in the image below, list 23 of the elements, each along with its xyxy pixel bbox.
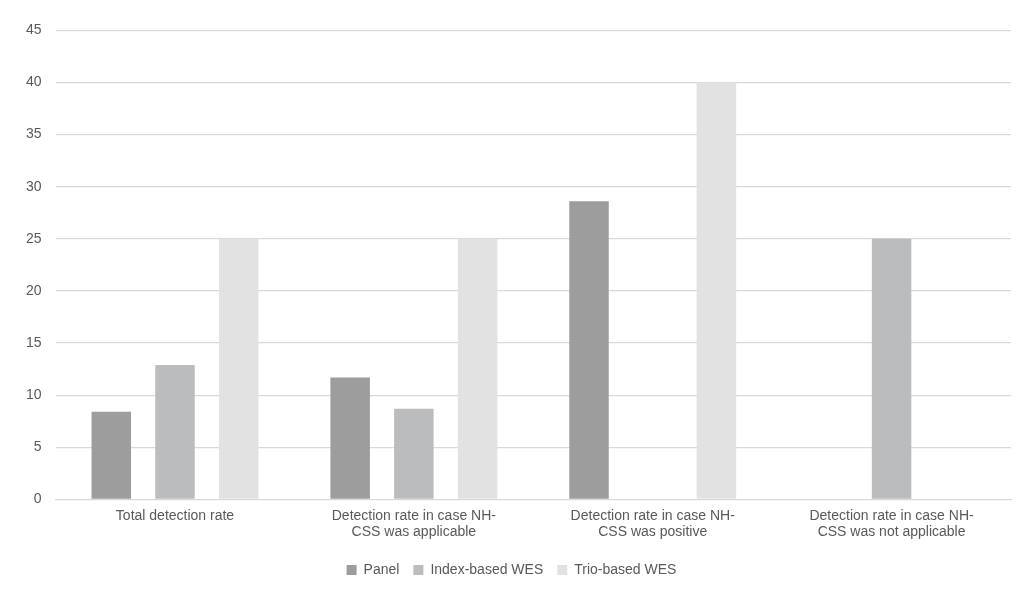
legend-label: Trio-based WES xyxy=(574,560,677,577)
y-tick-label: 5 xyxy=(33,438,42,455)
y-tick-label: 30 xyxy=(25,177,42,194)
x-tick-label: Detection rate in case NH-CSS was positive xyxy=(570,506,736,540)
x-tick-label: Detection rate in case NH-CSS was applicable xyxy=(331,506,497,540)
y-tick-label: 10 xyxy=(25,386,42,403)
bar xyxy=(871,238,912,499)
legend-label: Index-based WES xyxy=(430,560,544,577)
bar xyxy=(330,377,370,499)
bar xyxy=(155,364,195,499)
y-tick-label: 20 xyxy=(25,281,42,298)
bar xyxy=(394,408,434,499)
bar xyxy=(91,411,132,499)
y-tick-label: 35 xyxy=(25,125,42,142)
x-tick-label: Total detection rate xyxy=(115,506,235,523)
x-tick-label: Detection rate in case NH-CSS was not applicable xyxy=(809,506,974,540)
y-tick-label: 40 xyxy=(25,73,42,90)
legend-label: Panel xyxy=(363,560,400,577)
y-tick-label: 0 xyxy=(33,490,42,507)
y-tick-label: 25 xyxy=(25,229,42,246)
y-tick-label: 15 xyxy=(25,333,42,350)
y-tick-label: 45 xyxy=(25,21,42,38)
bar xyxy=(569,201,609,499)
